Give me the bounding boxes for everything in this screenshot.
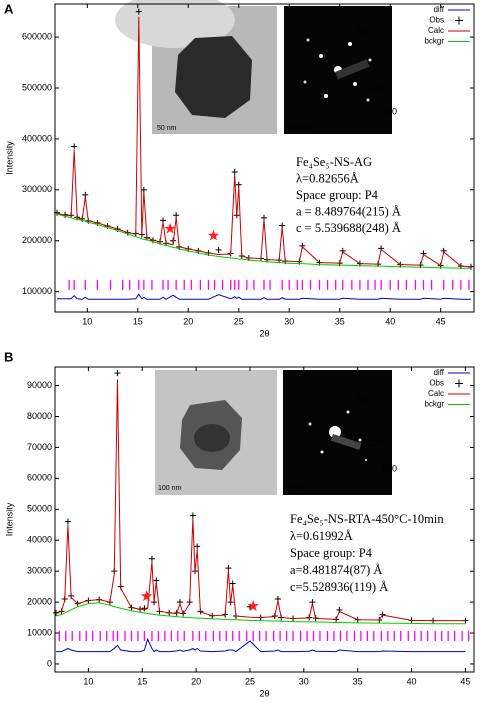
spot-label: 110 [369,81,383,91]
y-tick-label: 500000 [22,82,52,92]
inset-saed-b [283,370,392,495]
legend-label: Calc [428,389,444,398]
legend-label: diff [433,5,444,14]
x-tick-label: 10 [82,316,92,326]
x-tick-label: 40 [385,316,395,326]
legend-marker [455,379,463,388]
obs-marker [189,512,196,519]
obs-marker [235,181,242,188]
obs-marker [231,169,238,175]
series-line [55,379,466,622]
y-tick-label: 100000 [22,286,52,296]
inset-label: 5 1/nm [288,125,310,132]
spot-label: 020 [382,463,397,473]
y-tick-label: 10000 [27,627,52,637]
y-tick-label: 600000 [22,31,52,41]
plot-frame [54,366,475,673]
y-tick-label: 50000 [27,504,52,514]
y-tick-label: 0 [47,658,52,668]
legend-label: Obs [429,16,444,25]
spot-label: 110 [369,437,383,447]
series-line [56,637,466,653]
obs-marker [194,543,201,550]
obs-marker [135,8,142,15]
star-marker [207,229,220,241]
y-tick-label: 30000 [27,566,52,576]
obs-marker [379,611,386,618]
legend-label: bckgr [424,37,444,46]
x-tick-label: 35 [335,316,345,326]
obs-marker [148,555,155,562]
y-axis-label: Intensity [4,502,14,536]
annotation: a = 8.489764(215) Å [296,204,401,218]
annotation: λ=0.82656Å [296,171,359,185]
annotation: λ=0.61992Å [290,529,353,543]
obs-marker [64,518,71,525]
x-tick-label: 45 [460,676,470,686]
annotation: a=8.481874(87) Å [290,563,382,577]
star-marker [140,590,153,602]
x-tick-label: 15 [133,316,143,326]
panel-label: A [4,1,14,16]
inset-label: 50 nm [157,125,177,132]
obs-marker [53,609,60,616]
y-axis-label: Intensity [4,141,14,175]
inset-saed-a [284,6,392,134]
y-tick-label: 400000 [22,133,52,143]
y-tick-label: 200000 [22,235,52,245]
annotation: Space group: P4 [296,188,379,202]
annotation: c=5.528936(119) Å [290,580,388,594]
star-marker [247,600,259,611]
panel-label: B [4,349,13,364]
y-tick-label: 80000 [27,411,52,421]
inset-tem-a [115,0,277,134]
legend-label: diff [433,368,444,377]
obs-marker [114,370,121,377]
obs-marker [140,186,147,193]
spot-label: 200 [356,26,371,36]
x-tick-label: 45 [436,316,446,326]
x-tick-label: 20 [183,316,193,326]
legend-label: Obs [429,379,444,388]
series-line [56,213,471,269]
x-tick-label: 40 [407,676,417,686]
x-tick-label: 15 [137,676,147,686]
x-tick-label: 25 [245,676,255,686]
y-tick-label: 60000 [27,473,52,483]
obs-marker [71,143,78,150]
series-line [56,16,471,268]
annotation: Fe₄Se₅-NS-RTA-450°C-10min [290,512,444,526]
y-tick-label: 20000 [27,596,52,606]
spot-label: 020 [382,106,397,116]
x-tick-label: 30 [299,676,309,686]
legend-label: bckgr [424,400,444,409]
inset-label: 5 1/nm [287,485,309,492]
legend-label: Calc [428,26,444,35]
y-tick-label: 90000 [27,380,52,390]
inset-label: 100 nm [158,485,182,492]
x-tick-label: 35 [353,676,363,686]
series-line [57,293,471,300]
y-tick-label: 70000 [27,442,52,452]
spot-label: 200 [356,394,371,404]
annotation: c = 5.539688(248) Å [296,221,401,235]
y-tick-label: 40000 [27,535,52,545]
inset-tem-b [155,370,277,495]
star-marker [164,222,176,234]
annotation: Space group: P4 [290,546,373,560]
x-tick-label: 30 [284,316,294,326]
obs-marker [215,246,222,253]
plot-frame [54,3,475,313]
legend-marker [455,16,463,25]
series-line [55,602,466,625]
x-tick-label: 20 [191,676,201,686]
y-tick-label: 300000 [22,184,52,194]
x-axis-label: 2θ [259,328,269,338]
annotation: Fe₄Se₅-NS-AG [296,155,372,169]
x-axis-label: 2θ [259,688,269,697]
x-tick-label: 10 [83,676,93,686]
x-tick-label: 25 [234,316,244,326]
